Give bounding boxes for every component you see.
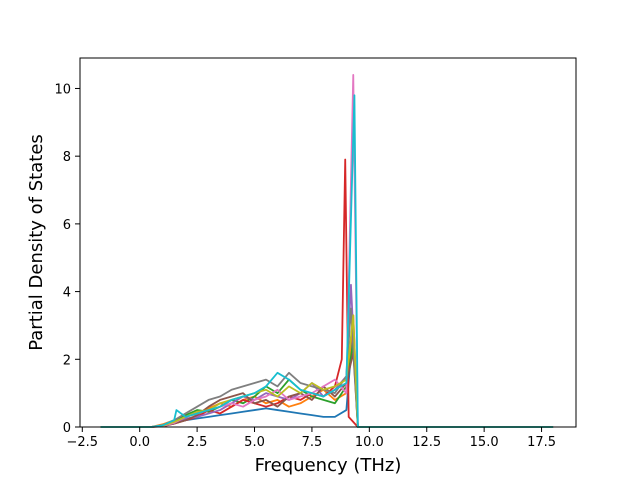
x-tick-label: 0.0 bbox=[129, 435, 150, 450]
y-axis: 0 2 4 6 8 10 bbox=[54, 82, 80, 436]
x-tick-label: −2.5 bbox=[67, 435, 99, 450]
series-layer bbox=[100, 74, 554, 428]
plot-frame bbox=[79, 57, 577, 428]
y-tick-label: 0 bbox=[63, 421, 71, 436]
series-line-6 bbox=[100, 351, 554, 428]
y-tick-label: 2 bbox=[63, 353, 71, 368]
y-tick-label: 4 bbox=[63, 286, 71, 301]
x-tick-label: 7.5 bbox=[302, 435, 323, 450]
x-axis: −2.5 0.0 2.5 5.0 7.5 10.0 12.5 15.0 17.5 bbox=[67, 427, 556, 450]
x-tick-label: 2.5 bbox=[187, 435, 208, 450]
y-tick-label: 10 bbox=[54, 82, 71, 97]
x-tick-label: 10.0 bbox=[355, 435, 384, 450]
y-tick-label: 8 bbox=[63, 150, 71, 165]
series-line-9 bbox=[100, 314, 554, 428]
y-axis-label: Partial Density of States bbox=[26, 134, 47, 351]
x-tick-label: 5.0 bbox=[244, 435, 265, 450]
x-tick-label: 17.5 bbox=[527, 435, 556, 450]
x-tick-label: 12.5 bbox=[412, 435, 441, 450]
series-line-10 bbox=[100, 94, 554, 428]
x-tick-label: 15.0 bbox=[470, 435, 499, 450]
y-tick-label: 6 bbox=[63, 218, 71, 233]
x-axis-label: Frequency (THz) bbox=[255, 455, 402, 476]
